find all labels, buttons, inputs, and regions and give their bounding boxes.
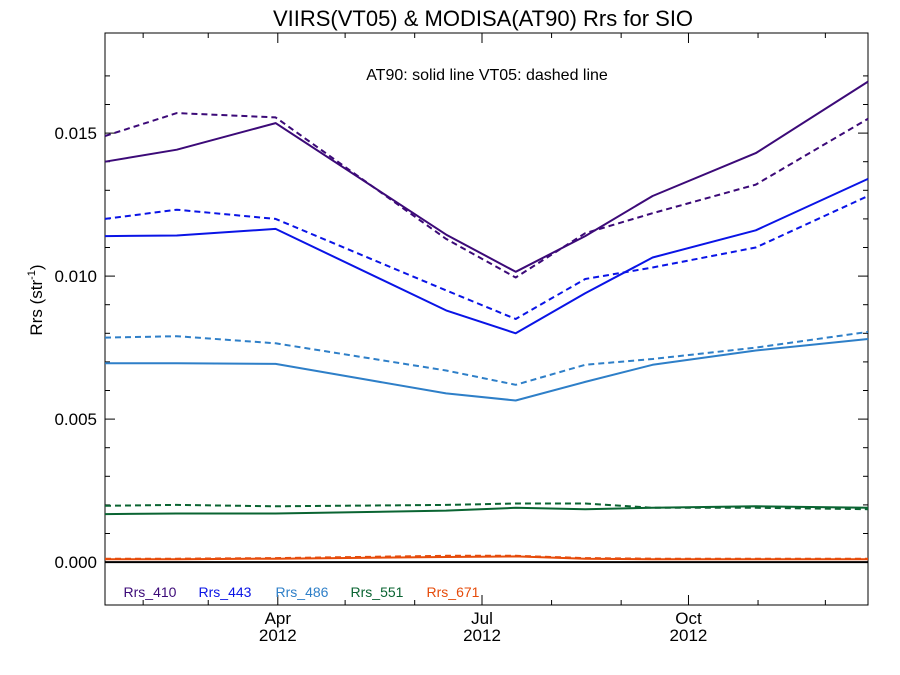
y-tick-label: 0.005 (54, 410, 97, 429)
series-line-rrs-486-solid (105, 338, 869, 402)
x-tick-label-month: Jul (471, 609, 493, 628)
legend-label: Rrs_410 (124, 584, 177, 600)
y-tick-label: 0.015 (54, 124, 97, 143)
series-line-rrs-671-dashed (105, 554, 868, 560)
legend-label: Rrs_671 (427, 584, 480, 600)
series-line-rrs-410-dashed (104, 112, 869, 279)
x-tick-label-year: 2012 (259, 626, 297, 645)
series-line-rrs-551-solid (104, 505, 869, 516)
plot-frame (104, 32, 869, 606)
legend-label: Rrs_551 (351, 584, 404, 600)
chart-title: VIIRS(VT05) & MODISA(AT90) Rrs for SIO (273, 6, 693, 31)
y-axis-label: Rrs (str-1) (26, 264, 46, 335)
legend-label: Rrs_486 (276, 584, 329, 600)
series-line-rrs-443-solid (104, 177, 869, 335)
legend-label: Rrs_443 (199, 584, 252, 600)
series-line-rrs-410-solid (104, 80, 869, 273)
series-line-rrs-443-dashed-dashed (104, 195, 869, 320)
y-tick-label: 0.000 (54, 553, 97, 572)
y-tick-label: 0.010 (54, 267, 97, 286)
x-tick-label-year: 2012 (463, 626, 501, 645)
x-tick-label-month: Apr (265, 609, 292, 628)
series-line-rrs-551-dashed (104, 502, 869, 511)
series-line-rrs-486-dashed (104, 330, 869, 386)
line-style-annotation: AT90: solid line VT05: dashed line (366, 67, 608, 84)
x-tick-label-year: 2012 (670, 626, 708, 645)
x-tick-label-month: Oct (675, 609, 702, 628)
